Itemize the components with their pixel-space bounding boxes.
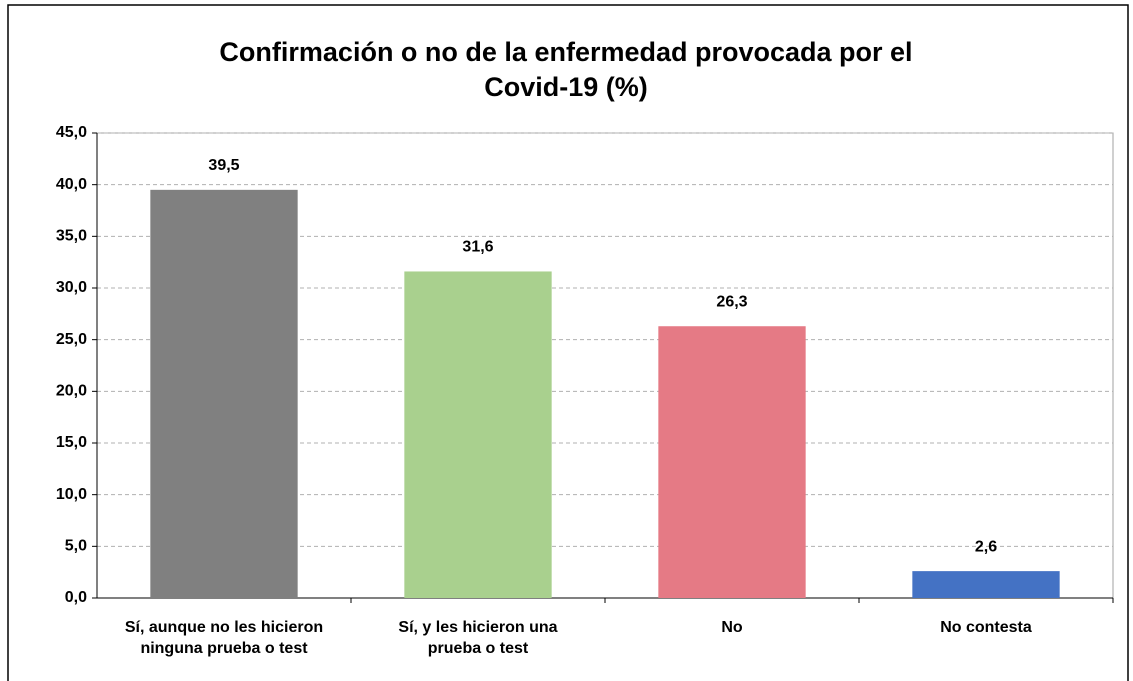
bar xyxy=(658,326,806,598)
y-tick-label: 40,0 xyxy=(56,176,87,193)
value-label: 39,5 xyxy=(208,157,239,174)
chart-title: Covid-19 (%) xyxy=(484,72,648,102)
bar xyxy=(404,271,552,598)
y-tick-label: 10,0 xyxy=(56,486,87,503)
y-tick-label: 25,0 xyxy=(56,331,87,348)
y-tick-label: 15,0 xyxy=(56,434,87,451)
bar xyxy=(150,189,298,599)
x-tick-label: No xyxy=(721,619,743,636)
y-tick-label: 0,0 xyxy=(65,589,87,606)
value-label: 31,6 xyxy=(462,239,493,256)
x-tick-label: Sí, y les hicieron una prueba o test xyxy=(398,619,557,657)
bar xyxy=(912,571,1060,598)
x-tick-label: No contesta xyxy=(940,619,1032,636)
chart-frame xyxy=(7,4,1129,681)
y-tick-label: 35,0 xyxy=(56,228,87,245)
value-label: 2,6 xyxy=(975,538,997,555)
y-tick-label: 30,0 xyxy=(56,279,87,296)
y-tick-label: 5,0 xyxy=(65,538,87,555)
y-tick-label: 20,0 xyxy=(56,383,87,400)
value-label: 26,3 xyxy=(716,293,747,310)
y-tick-label: 45,0 xyxy=(56,124,87,141)
chart-title: Confirmación o no de la enfermedad provo… xyxy=(219,37,912,67)
x-tick-label: Sí, aunque no les hicieron ninguna prueba… xyxy=(125,619,323,657)
